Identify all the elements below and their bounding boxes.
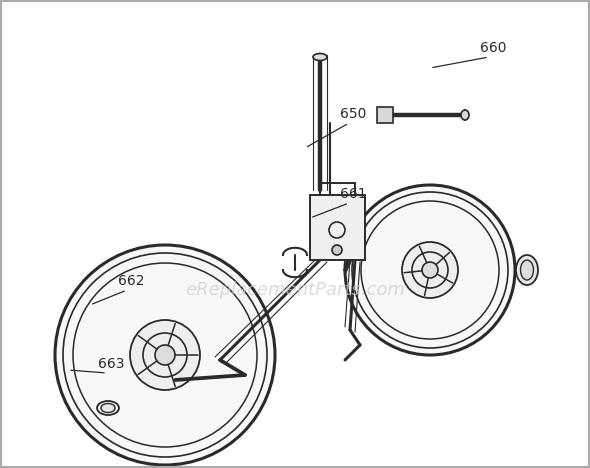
Text: 663: 663 [98,357,124,371]
Text: 660: 660 [480,41,506,55]
Circle shape [402,242,458,298]
Circle shape [55,245,275,465]
Circle shape [155,345,175,365]
Ellipse shape [97,401,119,415]
Circle shape [345,185,515,355]
Circle shape [332,245,342,255]
FancyBboxPatch shape [310,195,365,260]
Ellipse shape [313,53,327,60]
Ellipse shape [461,110,469,120]
Ellipse shape [520,260,533,280]
Circle shape [422,262,438,278]
Text: eReplacementParts.com: eReplacementParts.com [185,281,405,299]
Text: 662: 662 [118,274,145,288]
Text: 650: 650 [340,107,366,121]
Circle shape [130,320,200,390]
Ellipse shape [516,255,538,285]
Text: 661: 661 [340,187,366,201]
FancyBboxPatch shape [377,107,393,123]
